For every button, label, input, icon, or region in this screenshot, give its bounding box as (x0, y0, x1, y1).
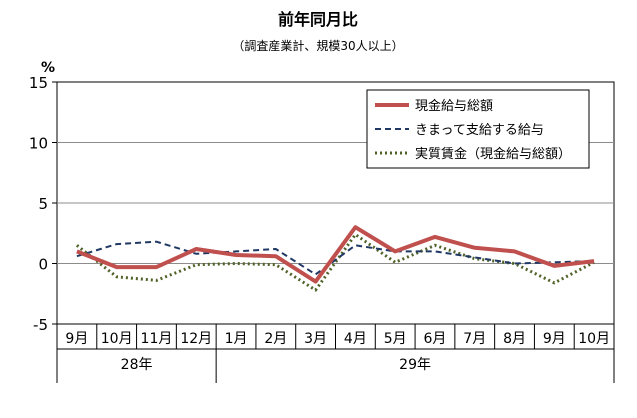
series-line-2 (76, 240, 595, 276)
x-tick-label: 6月 (424, 331, 447, 347)
legend-label-3: 実質賃金（現金給与総額） (415, 146, 571, 162)
chart-subtitle: （調査産業計、規模30人以上） (232, 38, 403, 53)
x-tick-label: 8月 (503, 331, 526, 347)
y-axis-label: % (41, 60, 55, 76)
x-tick-label: 4月 (344, 331, 367, 347)
chart-title: 前年同月比 (278, 10, 358, 29)
legend-label-2: きまって支給する給与 (415, 123, 544, 138)
year-group-label: 29年 (399, 357, 431, 373)
x-tick-label: 9月 (65, 331, 88, 347)
x-tick-label: 9月 (543, 331, 566, 347)
series-line-1 (76, 225, 595, 284)
x-axis: 9月 10月 11月 12月 1月 2月 3月 4月 5月 6月 7月 8月 9月 10月 28年 29年 (56, 324, 615, 383)
x-tick-label: 2月 (264, 331, 287, 347)
x-tick-label: 10月 (101, 331, 133, 347)
y-tick-label: 10 (29, 135, 48, 153)
y-tick-label: -5 (33, 316, 48, 334)
x-tick-label: 5月 (384, 331, 407, 347)
y-tick-label: 0 (38, 256, 48, 274)
year-group-label: 28年 (121, 357, 153, 373)
x-tick-label: 3月 (304, 331, 327, 347)
x-tick-label: 1月 (225, 331, 248, 347)
x-tick-label: 11月 (141, 331, 173, 347)
y-tick-label: 15 (29, 74, 48, 92)
x-tick-label: 12月 (180, 331, 212, 347)
legend-label-1: 現金給与総額 (415, 98, 493, 114)
x-tick-label: 7月 (463, 331, 486, 347)
x-tick-label: 10月 (578, 331, 610, 347)
y-tick-label: 5 (38, 195, 48, 213)
